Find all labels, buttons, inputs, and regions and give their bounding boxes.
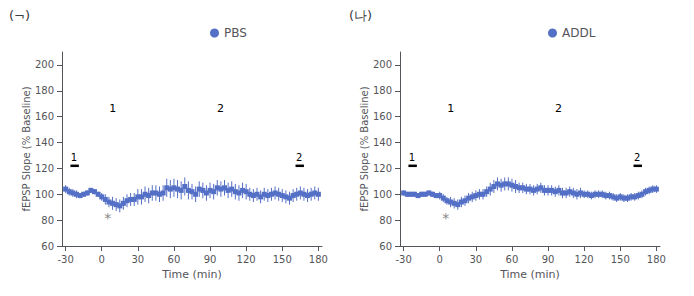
svg-text:Time (min): Time (min) — [161, 268, 222, 281]
svg-text:180: 180 — [647, 254, 666, 265]
svg-text:0: 0 — [437, 254, 443, 265]
svg-text:2: 2 — [634, 152, 640, 163]
svg-text:0: 0 — [99, 254, 105, 265]
svg-text:60: 60 — [41, 241, 54, 252]
svg-text:*: * — [442, 210, 449, 226]
svg-text:150: 150 — [273, 254, 292, 265]
svg-text:ADDL: ADDL — [562, 26, 596, 40]
svg-text:150: 150 — [611, 254, 630, 265]
svg-text:30: 30 — [131, 254, 144, 265]
svg-text:180: 180 — [35, 85, 54, 96]
svg-text:140: 140 — [373, 137, 392, 148]
svg-text:60: 60 — [168, 254, 181, 265]
svg-text:1: 1 — [109, 102, 116, 115]
svg-text:90: 90 — [542, 254, 555, 265]
svg-text:Time (min): Time (min) — [499, 268, 560, 281]
svg-text:1: 1 — [409, 152, 415, 163]
svg-text:120: 120 — [575, 254, 594, 265]
svg-text:100: 100 — [35, 189, 54, 200]
svg-text:60: 60 — [379, 241, 392, 252]
svg-text:2: 2 — [555, 102, 562, 115]
svg-text:80: 80 — [41, 215, 54, 226]
svg-text:fEPSP Slope (% Baseline): fEPSP Slope (% Baseline) — [359, 86, 370, 211]
svg-text:120: 120 — [35, 163, 54, 174]
svg-text:60: 60 — [506, 254, 519, 265]
svg-text:-30: -30 — [395, 254, 411, 265]
svg-text:-30: -30 — [57, 254, 73, 265]
svg-text:90: 90 — [204, 254, 217, 265]
svg-text:100: 100 — [373, 189, 392, 200]
svg-text:30: 30 — [469, 254, 482, 265]
svg-text:PBS: PBS — [224, 26, 247, 40]
svg-text:2: 2 — [296, 152, 302, 163]
svg-text:140: 140 — [35, 137, 54, 148]
svg-text:200: 200 — [373, 59, 392, 70]
svg-text:1: 1 — [447, 102, 454, 115]
svg-text:fEPSP Slope (% Baseline): fEPSP Slope (% Baseline) — [21, 86, 32, 211]
svg-text:(나): (나) — [349, 8, 372, 23]
svg-text:160: 160 — [35, 111, 54, 122]
svg-text:2: 2 — [217, 102, 224, 115]
svg-text:1: 1 — [71, 152, 77, 163]
svg-text:120: 120 — [237, 254, 256, 265]
svg-text:80: 80 — [379, 215, 392, 226]
svg-text:120: 120 — [373, 163, 392, 174]
svg-text:180: 180 — [373, 85, 392, 96]
svg-text:*: * — [104, 210, 111, 226]
svg-text:200: 200 — [35, 59, 54, 70]
svg-text:180: 180 — [309, 254, 328, 265]
svg-text:(¬): (¬) — [9, 8, 30, 23]
svg-text:160: 160 — [373, 111, 392, 122]
